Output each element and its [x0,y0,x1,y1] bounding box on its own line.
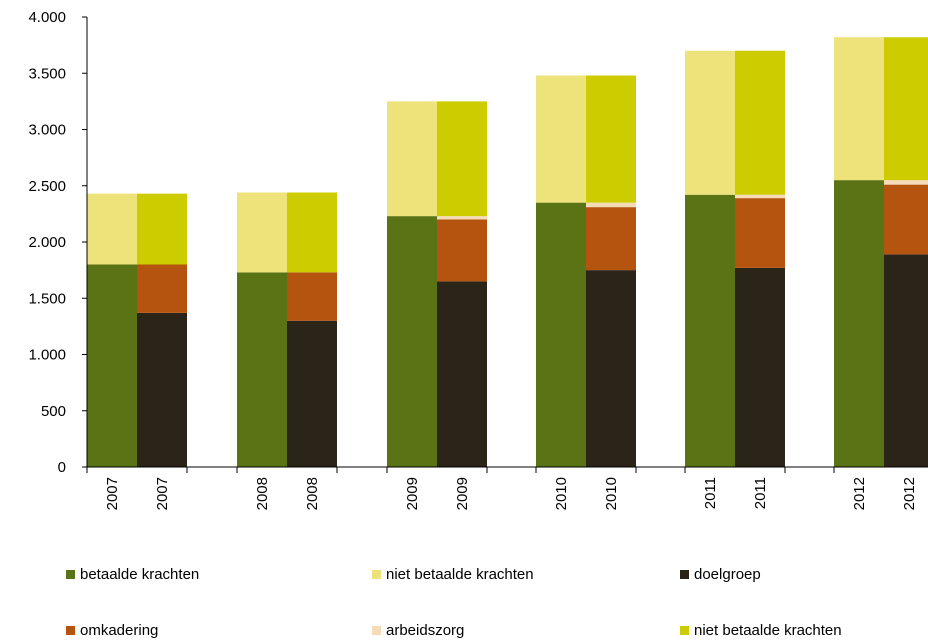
bar-segment [437,219,487,282]
x-tick-label: 2009 [454,477,471,510]
bar-segment [237,272,287,467]
bar-segment [685,194,735,467]
bar-segment [884,180,928,185]
bar-segment [884,184,928,255]
y-tick-label: 3.000 [28,122,66,139]
bar-segment [735,267,785,467]
y-tick-label: 1.000 [28,347,66,364]
x-tick-label: 2010 [553,477,570,510]
x-tick-label: 2007 [104,477,121,510]
x-tick-label: 2012 [851,477,868,510]
bar-segment [287,192,337,273]
bar-segment [884,254,928,467]
x-tick-label: 2011 [752,477,769,509]
x-tick-label: 2007 [154,477,171,510]
x-tick-label: 2011 [702,477,719,509]
y-tick-label: 0 [58,459,66,476]
bar-segment [586,75,636,203]
bar-segment [237,192,287,273]
bar-segment [884,37,928,181]
bar-segment [137,264,187,313]
bar-segment [735,198,785,268]
x-tick-label: 2008 [304,477,321,510]
x-tick-label: 2008 [254,477,271,510]
y-tick-label: 2.000 [28,234,66,251]
bar-segment [287,320,337,467]
bar-segment [735,50,785,195]
bar-segment [387,216,437,467]
y-tick-label: 500 [41,403,66,420]
bar-segment [586,270,636,467]
bar-segment [437,281,487,467]
bar-segment [87,264,137,467]
bars-layer [87,37,928,467]
bar-segment [87,193,137,265]
bar-segment [536,75,586,203]
y-tick-label: 3.500 [28,65,66,82]
bar-segment [586,207,636,271]
bar-segment [437,101,487,217]
y-tick-label: 1.500 [28,290,66,307]
y-tick-label: 2.500 [28,178,66,195]
bar-segment [536,202,586,467]
bar-segment [287,272,337,321]
bar-segment [437,216,487,220]
x-tick-label: 2009 [404,477,421,510]
axes-layer: 0 500 1.000 1.500 2.000 2.500 3.000 3.500 4.000 2… [28,9,928,510]
bar-segment [387,101,437,217]
bar-segment [586,202,636,208]
bar-segment [137,193,187,265]
x-tick-label: 2012 [901,477,918,510]
x-tick-label: 2010 [603,477,620,510]
y-tick-label: 4.000 [28,9,66,26]
bar-segment [685,50,735,195]
bar-segment [735,194,785,199]
bar-segment [834,180,884,467]
bar-segment [137,312,187,467]
bar-segment [834,37,884,181]
